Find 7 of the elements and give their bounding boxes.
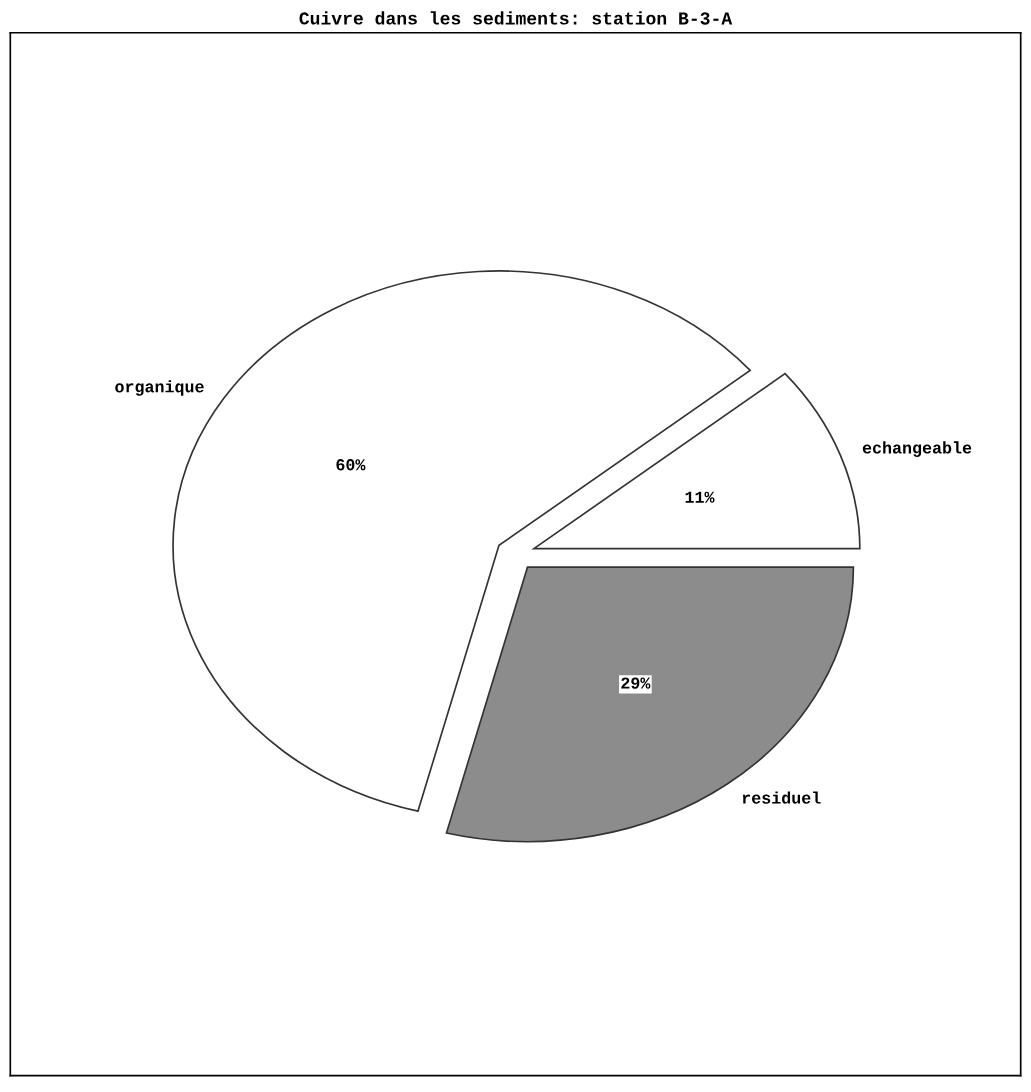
data-label: 11% (685, 491, 715, 503)
data-label: 29% (621, 677, 651, 689)
slice-label: residuel (742, 791, 821, 804)
slice-label: organique (115, 380, 204, 396)
chart-title: Cuivre dans les sediments: station B-3-A (299, 11, 733, 25)
data-label: 60% (336, 459, 366, 471)
slice-label: echangeable (862, 441, 972, 457)
